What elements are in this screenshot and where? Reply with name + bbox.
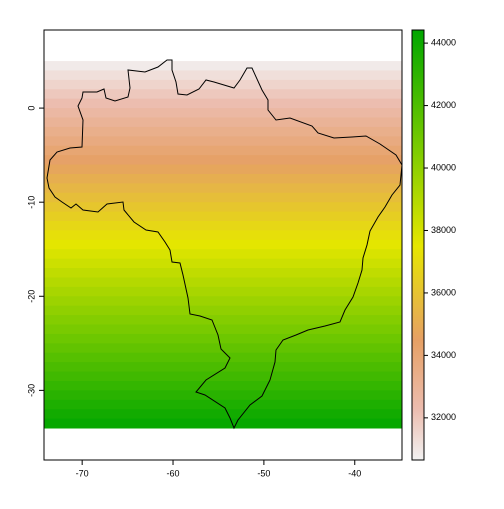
raster-row [44, 145, 402, 156]
legend-tick-label: 32000 [431, 412, 456, 422]
x-tick-label: -70 [76, 468, 89, 478]
raster-row [44, 61, 402, 71]
brazil-outline [46, 59, 403, 430]
raster-row [44, 418, 402, 429]
y-tick-label: -30 [26, 384, 36, 397]
raster-row [44, 380, 402, 391]
x-tick-label: -40 [348, 468, 361, 478]
raster-row [44, 315, 402, 326]
raster-row [44, 362, 402, 373]
legend-tick-label: 34000 [431, 350, 456, 360]
raster-row [44, 333, 402, 344]
y-tick-label: 0 [26, 106, 36, 111]
raster-row [44, 211, 402, 222]
raster-row [44, 202, 402, 213]
raster-row [44, 399, 402, 410]
legend-tick-label: 40000 [431, 162, 456, 172]
legend-tick-label: 42000 [431, 100, 456, 110]
raster-row [44, 164, 402, 175]
raster-row [44, 268, 402, 278]
raster-row [44, 221, 402, 231]
x-tick-label: -60 [167, 468, 180, 478]
x-tick-label: -50 [257, 468, 270, 478]
raster-row [44, 409, 402, 420]
raster-row [44, 136, 402, 147]
legend-tick-label: 44000 [431, 37, 456, 47]
raster-row [44, 70, 402, 81]
legend-bar [411, 29, 425, 461]
raster-row [44, 277, 402, 288]
raster-row [44, 192, 402, 203]
raster-row [44, 239, 402, 250]
raster-row [44, 108, 402, 119]
y-tick-label: -20 [26, 290, 36, 303]
raster-row [44, 89, 402, 100]
raster-row [44, 183, 402, 194]
raster-row [44, 390, 402, 401]
raster-row [44, 117, 402, 128]
raster-row [44, 305, 402, 316]
raster-row [44, 173, 402, 184]
legend-tick-label: 36000 [431, 287, 456, 297]
raster-row [44, 352, 402, 363]
raster-row [44, 324, 402, 335]
legend-tick-label: 38000 [431, 225, 456, 235]
raster-row [44, 98, 402, 109]
raster-row [44, 371, 402, 382]
raster [44, 61, 402, 429]
raster-row [44, 230, 402, 241]
raster-row [44, 126, 402, 137]
raster-row [44, 249, 402, 260]
raster-row [44, 155, 402, 166]
raster-row [44, 343, 402, 354]
raster-row [44, 286, 402, 297]
y-tick-label: -10 [26, 196, 36, 209]
raster-row [44, 258, 402, 269]
plot-frame [43, 29, 403, 461]
raster-row [44, 296, 402, 307]
